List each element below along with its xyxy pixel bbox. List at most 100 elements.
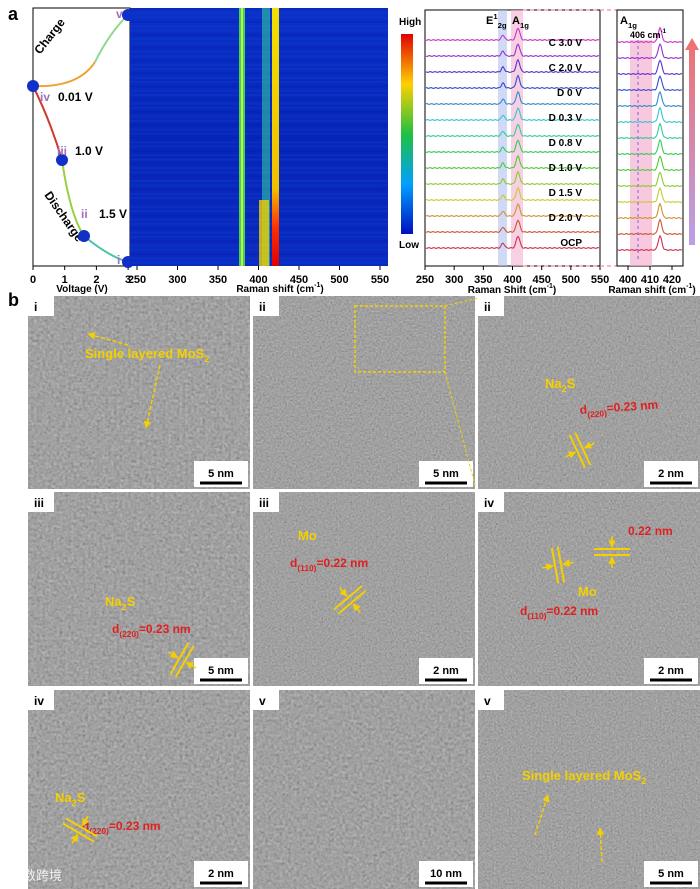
- annotation: Single layered MoS2: [522, 768, 646, 786]
- peak-label-part: A: [512, 15, 520, 27]
- annotation: d(220)=0.23 nm: [112, 622, 191, 639]
- heatmap-streak: [130, 59, 388, 62]
- image-label: iii: [259, 496, 269, 510]
- axis-title-part: Raman shift (cm: [236, 284, 314, 295]
- raman-trace: [425, 27, 600, 41]
- state-dot: [78, 230, 90, 242]
- heatmap-streak: [130, 102, 388, 105]
- lattice-line: [174, 645, 195, 678]
- axis-title-part: Raman Shift (cm: [468, 285, 547, 296]
- raman-trace: [425, 90, 599, 105]
- raman-trace: [425, 107, 600, 121]
- lattice-line: [62, 822, 95, 843]
- x-tick-label: 250: [416, 274, 434, 286]
- annotation-part: =0.22 nm: [316, 556, 368, 570]
- state-roman: ii: [81, 207, 88, 221]
- lattice-line: [574, 431, 592, 466]
- heatmap-peak: [259, 200, 269, 266]
- raman-trace: [617, 59, 682, 75]
- voltage-curve: [32, 61, 96, 88]
- tem-tone: [28, 296, 250, 489]
- heatmap-streak: [130, 124, 388, 127]
- heatmap-streak: [130, 8, 388, 10]
- lattice-arrow: [583, 441, 595, 449]
- tem-image: [478, 690, 700, 889]
- raman-trace: [425, 58, 600, 73]
- lattice-line: [337, 589, 367, 615]
- lattice-mark: [62, 815, 98, 845]
- colorbar: [401, 34, 413, 234]
- annotation-part: =0.23 nm: [606, 398, 659, 416]
- roman-box: [28, 296, 54, 316]
- peak-label-part: A: [620, 15, 628, 27]
- annotation: Single layered MoS2: [85, 346, 209, 364]
- voltage-curve: [32, 85, 63, 161]
- trace-label: D 1.5 V: [549, 188, 583, 199]
- progress-arrow: [685, 38, 699, 245]
- state-dot: [56, 154, 68, 166]
- raman-trace: [425, 202, 600, 217]
- x-tick-label: 3: [125, 274, 131, 286]
- trace-label: D 0.8 V: [549, 138, 583, 149]
- heatmap-streak: [130, 175, 388, 178]
- x-tick-label: 420: [663, 274, 681, 286]
- annotation: d(220)=0.23 nm: [579, 398, 659, 420]
- lattice-line: [333, 585, 363, 611]
- axis-title-part: Raman shift (cm: [608, 285, 686, 296]
- tem-tone: [478, 296, 700, 489]
- heatmap-streak: [130, 29, 388, 32]
- axis-title-part: -1: [314, 282, 320, 289]
- lattice-mark: [167, 642, 197, 678]
- raman-trace: [617, 186, 683, 203]
- peak-position: 406 cm-1: [630, 28, 667, 40]
- state-dot: [27, 80, 39, 92]
- x-tick-label: 1: [62, 274, 68, 286]
- lattice-line: [550, 547, 560, 584]
- x-tick-label: 300: [168, 274, 186, 286]
- axis-title-part: ): [320, 284, 323, 295]
- annotation-part: =0.23 nm: [139, 622, 191, 636]
- annotation-part: (220): [587, 408, 607, 419]
- heatmap-streak: [130, 106, 388, 109]
- heatmap-streak: [130, 55, 388, 58]
- trace-label: OCP: [560, 238, 582, 249]
- annotation: Na2S: [55, 790, 86, 808]
- annotation-part: S: [127, 594, 136, 609]
- raman-trace: [617, 42, 683, 59]
- lattice-mark: [542, 546, 574, 584]
- heatmap-streak: [130, 12, 388, 15]
- lattice-mark: [333, 585, 367, 615]
- heatmap-streak: [130, 51, 388, 53]
- trace-label: D 2.0 V: [549, 213, 583, 224]
- image-label: v: [259, 694, 266, 708]
- state-roman: v: [116, 7, 123, 21]
- annotation: Mo: [578, 584, 597, 599]
- heatmap-streak: [130, 188, 388, 191]
- zoom-guide: [444, 297, 479, 307]
- tem-image: [253, 296, 475, 489]
- peak-label-part: 2g: [498, 21, 507, 30]
- annotation: Mo: [298, 528, 317, 543]
- axis-title: Raman Shift (cm-1): [468, 283, 556, 296]
- raman-trace: [617, 90, 683, 107]
- tem-tone: [253, 296, 475, 489]
- peak-label-part: 1g: [628, 21, 637, 30]
- annotation-part: S: [567, 376, 576, 391]
- annotation: Na2S: [105, 594, 136, 612]
- heatmap-streak: [130, 184, 388, 187]
- lattice-arrow: [339, 587, 348, 597]
- heatmap-streak: [130, 98, 388, 101]
- annotation-part: 2: [72, 798, 77, 808]
- x-tick-label: 550: [371, 274, 389, 286]
- heatmap-streak: [130, 42, 388, 45]
- annotation-part: (110): [527, 611, 546, 621]
- heatmap-streak: [130, 85, 388, 88]
- peak-band: [630, 40, 652, 266]
- x-tick-label: 410: [641, 274, 659, 286]
- x-tick-label: 500: [562, 274, 580, 286]
- heatmap-streak: [130, 145, 388, 148]
- scale-text: 5 nm: [208, 665, 234, 677]
- heatmap-streak: [130, 141, 388, 144]
- scale-text: 2 nm: [658, 665, 684, 677]
- annotation-part: Single layered MoS: [522, 768, 642, 783]
